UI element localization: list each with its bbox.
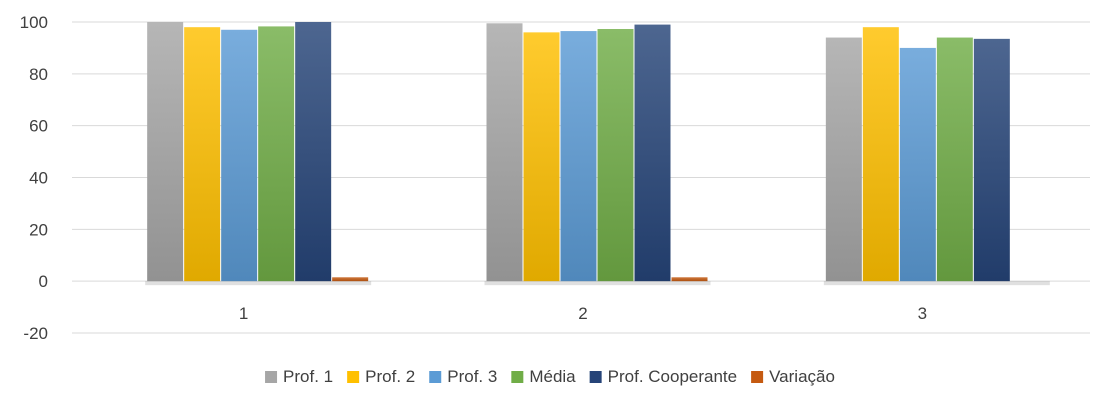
x-tick-label: 1	[239, 304, 248, 323]
y-tick-label: -20	[23, 324, 48, 343]
bar-m-dia-2	[597, 28, 634, 282]
bar-m-dia-1	[258, 26, 295, 282]
legend-item-prof-1: Prof. 1	[265, 367, 333, 386]
bar-prof-1-1	[147, 22, 184, 282]
y-tick-label: 20	[29, 220, 48, 239]
legend-label: Prof. 2	[365, 367, 415, 386]
bar-prof-cooperante-1	[295, 22, 332, 282]
bars	[145, 22, 1050, 286]
legend-item-prof-2: Prof. 2	[347, 367, 415, 386]
legend-label: Prof. 3	[447, 367, 497, 386]
legend-swatch	[347, 371, 360, 383]
bar-prof-1-3	[825, 37, 862, 282]
legend-item-prof-cooperante: Prof. Cooperante	[589, 367, 737, 386]
legend-item-prof-3: Prof. 3	[429, 367, 497, 386]
y-tick-label: 0	[39, 272, 48, 291]
legend-label: Média	[529, 367, 576, 386]
bar-prof-2-1	[184, 27, 221, 282]
legend-swatch	[429, 371, 442, 383]
y-tick-label: 100	[20, 13, 48, 32]
legend-label: Prof. 1	[283, 367, 333, 386]
legend-swatch	[511, 371, 524, 383]
x-tick-label: 3	[918, 304, 927, 323]
legend-label: Prof. Cooperante	[608, 367, 737, 386]
legend-label: Variação	[769, 367, 835, 386]
legend-item-m-dia: Média	[511, 367, 576, 386]
bar-cluster-shadow	[484, 281, 711, 286]
x-tick-label: 2	[578, 304, 587, 323]
bar-cluster-shadow	[145, 281, 372, 286]
x-axis-ticks: 1 2 3	[239, 304, 927, 323]
bar-prof-cooperante-3	[973, 38, 1010, 282]
y-tick-label: 60	[29, 117, 48, 136]
bar-prof-3-2	[560, 31, 597, 282]
bar-prof-1-2	[486, 23, 523, 282]
bar-varia-o-2	[671, 277, 708, 282]
y-tick-label: 80	[29, 65, 48, 84]
y-axis-ticks: -20 0 20 40 60 80 100	[20, 13, 48, 343]
bar-m-dia-3	[936, 37, 973, 282]
bar-prof-2-3	[862, 27, 899, 282]
legend-swatch	[751, 371, 764, 383]
bar-varia-o-1	[332, 277, 369, 282]
legend-item-varia-o: Variação	[751, 367, 835, 386]
bar-prof-3-1	[221, 29, 258, 282]
bar-prof-2-2	[523, 32, 560, 282]
legend-swatch	[589, 371, 602, 383]
bar-prof-3-3	[899, 47, 936, 282]
bar-prof-cooperante-2	[634, 24, 671, 282]
legend-swatch	[265, 371, 278, 383]
y-tick-label: 40	[29, 169, 48, 188]
legend: Prof. 1 Prof. 2 Prof. 3 Média Prof. Cooperan…	[265, 367, 835, 386]
bar-cluster-shadow	[823, 281, 1050, 286]
